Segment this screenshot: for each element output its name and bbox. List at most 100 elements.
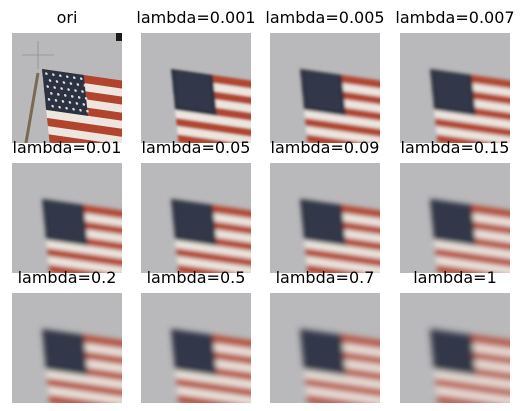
star xyxy=(52,73,55,76)
stripe xyxy=(436,394,510,403)
star xyxy=(75,102,79,105)
star xyxy=(67,88,70,91)
canton-texture xyxy=(434,71,472,112)
flag xyxy=(300,69,380,143)
stripe xyxy=(176,377,251,401)
flag xyxy=(430,329,510,403)
star xyxy=(54,99,58,102)
stripe xyxy=(48,264,122,273)
stripe xyxy=(48,394,122,403)
stripe xyxy=(175,239,251,263)
panel-title: lambda=0.005 xyxy=(265,8,385,27)
panel-title: lambda=0.09 xyxy=(270,138,380,157)
stripe xyxy=(46,369,122,393)
panel-title: lambda=0.15 xyxy=(400,138,510,157)
flag-image xyxy=(12,293,122,403)
flag-image xyxy=(141,163,251,273)
star xyxy=(82,103,86,106)
star xyxy=(77,96,81,99)
panel-title: lambda=0.001 xyxy=(136,8,256,27)
flag xyxy=(42,329,122,403)
star xyxy=(46,85,50,88)
stripe xyxy=(304,109,380,133)
flag xyxy=(430,69,510,143)
flag-image xyxy=(141,33,251,143)
flag-image xyxy=(400,163,510,273)
stripe xyxy=(48,134,122,143)
stripe xyxy=(306,394,380,403)
canton-texture xyxy=(304,331,342,372)
flag-image xyxy=(400,33,510,143)
stripe xyxy=(435,126,510,143)
star xyxy=(69,82,73,85)
flag-image xyxy=(12,163,122,273)
stripe xyxy=(436,134,510,143)
stripe xyxy=(177,394,251,403)
stripe xyxy=(47,126,122,143)
stripe xyxy=(305,117,380,141)
star xyxy=(48,79,52,82)
star xyxy=(62,81,66,84)
star xyxy=(59,74,62,78)
star xyxy=(60,87,63,90)
stripe xyxy=(435,117,510,141)
flag-image xyxy=(141,293,251,403)
canton-texture xyxy=(46,331,84,372)
flag-image xyxy=(270,293,380,403)
stripe xyxy=(47,256,122,273)
stripe xyxy=(176,256,251,273)
canton-texture xyxy=(434,331,472,372)
flag xyxy=(300,329,380,403)
stripe xyxy=(435,256,510,273)
star xyxy=(50,92,53,95)
stripe xyxy=(435,386,510,403)
flag xyxy=(42,199,122,273)
star xyxy=(53,86,56,89)
star xyxy=(83,84,87,87)
flag xyxy=(171,69,251,143)
star xyxy=(58,105,61,109)
stripe xyxy=(306,264,380,273)
star xyxy=(79,108,82,112)
star xyxy=(68,101,72,104)
panel-title: lambda=0.007 xyxy=(395,8,515,27)
flag-image xyxy=(270,163,380,273)
flag-image xyxy=(270,33,380,143)
star xyxy=(72,76,76,80)
flag xyxy=(42,69,122,143)
star xyxy=(65,106,68,110)
stripe xyxy=(46,239,122,263)
stripe xyxy=(435,247,510,271)
star xyxy=(47,98,51,101)
star xyxy=(76,83,80,86)
stripe xyxy=(46,109,122,133)
panel-title: lambda=0.7 xyxy=(275,268,375,287)
star xyxy=(65,75,69,79)
stripe xyxy=(434,109,510,133)
canton-texture xyxy=(175,71,213,112)
stripe xyxy=(176,117,251,141)
stripe xyxy=(176,386,251,403)
stripe xyxy=(176,126,251,143)
stripe xyxy=(305,386,380,403)
canton-texture xyxy=(175,331,213,372)
canton-texture xyxy=(304,71,342,112)
panel-title: lambda=0.01 xyxy=(12,138,122,157)
stripe xyxy=(305,377,380,401)
stripe xyxy=(434,369,510,393)
stripe xyxy=(305,126,380,143)
stripe xyxy=(47,377,122,401)
canton-texture xyxy=(175,201,213,242)
panel-title: lambda=0.5 xyxy=(146,268,246,287)
stripe xyxy=(436,264,510,273)
corner-mark xyxy=(116,33,122,41)
canton-texture xyxy=(304,201,342,242)
canton-texture xyxy=(434,201,472,242)
star xyxy=(57,93,60,96)
star xyxy=(74,89,77,92)
star xyxy=(79,77,83,81)
stripe xyxy=(304,369,380,393)
stripe xyxy=(47,117,122,141)
flag xyxy=(430,199,510,273)
flag-image xyxy=(12,33,122,143)
